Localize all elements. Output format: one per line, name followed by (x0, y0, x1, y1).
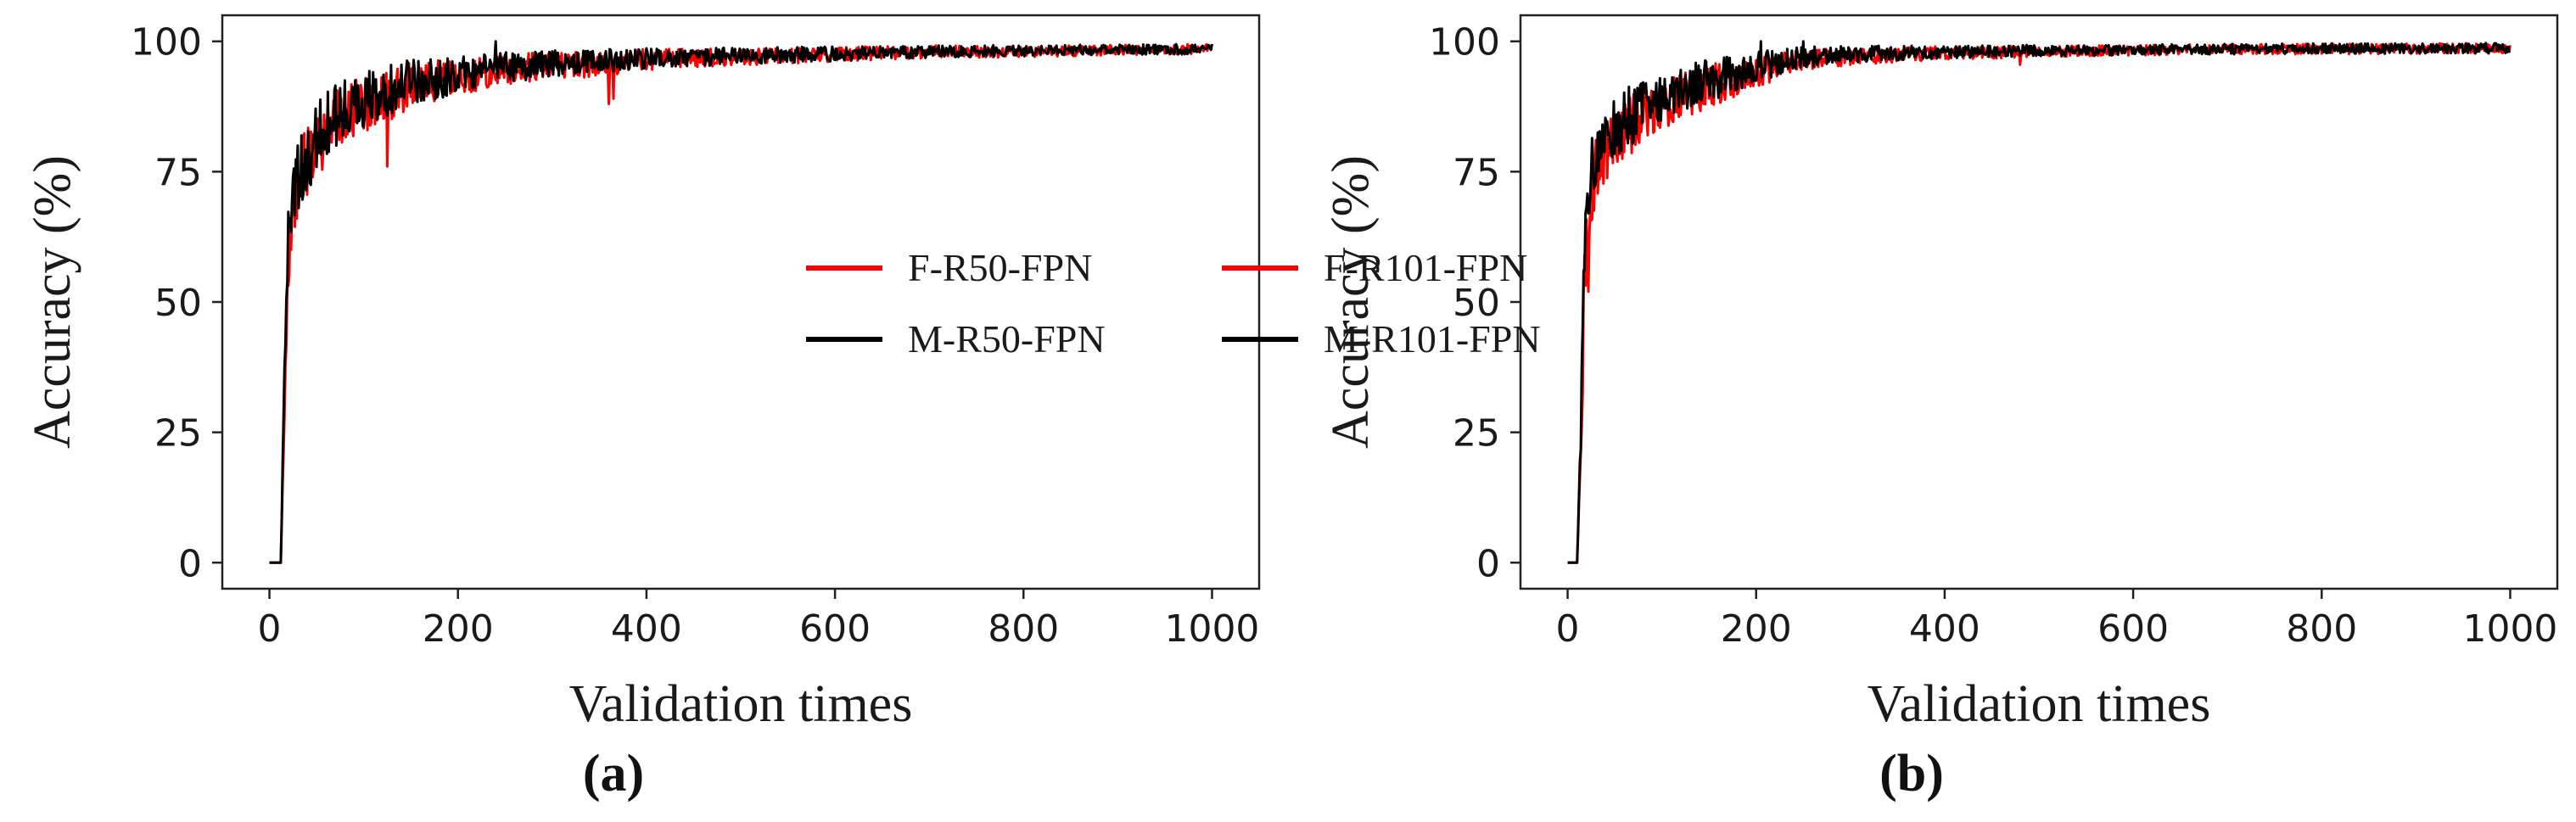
y-axis-label: Accuracy (%) (24, 155, 81, 449)
y-tick-label: 75 (154, 151, 202, 194)
x-tick-label: 800 (988, 607, 1059, 651)
y-tick-label: 50 (154, 282, 202, 325)
series-line-m-r50-fpn (269, 40, 1213, 564)
x-axis-label: Validation times (1868, 675, 2211, 733)
series-line-f-r101-fpn (1567, 42, 2512, 564)
x-tick-label: 600 (2097, 607, 2169, 651)
chart-panel-b: 0 200 400 600 800 1000 0 25 50 75 100 Validation ti… (1222, 14, 2559, 802)
y-tick-label: 100 (131, 21, 202, 64)
chart-panel-a: 0 200 400 600 800 1000 0 25 50 75 100 Validation ti… (24, 14, 1261, 802)
x-tick-label: 0 (258, 607, 282, 651)
panel-label: (a) (583, 745, 644, 802)
x-tick-label: 200 (423, 607, 494, 651)
x-tick-label: 0 (1556, 607, 1580, 651)
series-line-m-r101-fpn (1567, 40, 2512, 564)
y-tick-label: 75 (1453, 151, 1500, 194)
y-tick-label: 25 (1453, 412, 1500, 456)
x-tick-label: 400 (611, 607, 682, 651)
x-tick-label: 400 (1909, 607, 1980, 651)
y-tick-label: 50 (1453, 282, 1500, 325)
x-tick-label: 600 (799, 607, 871, 651)
x-tick-label: 800 (2286, 607, 2357, 651)
y-axis-label: Accuracy (%) (1322, 155, 1380, 449)
legend-label: F-R101-FPN (1324, 246, 1527, 289)
y-tick-label: 0 (1476, 542, 1500, 585)
series-line-f-r50-fpn (269, 42, 1212, 564)
y-tick-label: 100 (1429, 21, 1500, 64)
y-tick-label: 25 (154, 412, 202, 456)
panel-label: (b) (1879, 745, 1944, 802)
legend-label: M-R101-FPN (1324, 317, 1541, 361)
x-tick-label: 1000 (2462, 607, 2557, 651)
legend-label: M-R50-FPN (908, 317, 1106, 361)
y-tick-label: 0 (178, 542, 202, 585)
x-tick-label: 1000 (1164, 607, 1259, 651)
x-tick-label: 200 (1721, 607, 1792, 651)
x-axis-label: Validation times (569, 675, 913, 733)
legend-label: F-R50-FPN (908, 246, 1092, 289)
